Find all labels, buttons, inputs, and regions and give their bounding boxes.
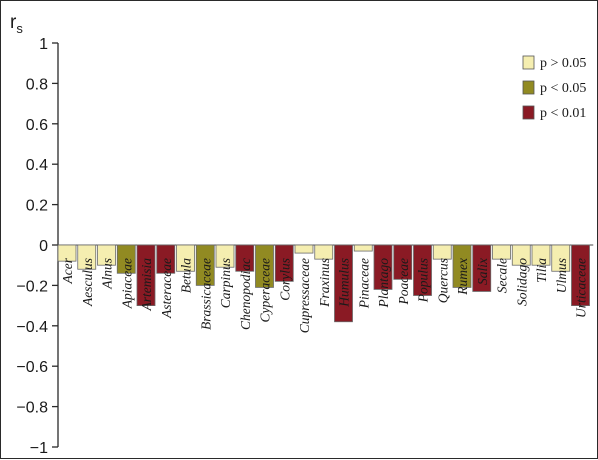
y-tick-label: 0.2 [26, 198, 48, 215]
y-tick-label: −0.4 [16, 319, 48, 336]
category-label: Corylus [277, 258, 292, 301]
y-tick-label: 0.8 [26, 76, 48, 93]
legend-swatch-p05 [522, 80, 535, 95]
y-tick-label: 0.4 [26, 157, 48, 174]
category-label: Solidago [514, 258, 529, 306]
bar-apiaceae [116, 244, 136, 274]
category-label: Populus [416, 258, 431, 303]
bar-humulus [334, 244, 353, 323]
category-label: Artemisia [139, 258, 154, 312]
y-tick-label: 1 [39, 36, 48, 53]
legend-swatch-p01 [522, 105, 535, 120]
legend-label: p < 0.01 [540, 106, 586, 121]
bar-ulmus [551, 244, 571, 272]
category-label: Chenopodiac [238, 258, 253, 330]
category-label: Fraxinus [317, 258, 332, 308]
bar-layer [57, 244, 590, 323]
legend: p > 0.05 p < 0.05 p < 0.01 [522, 55, 586, 121]
bar-asteraceae [156, 244, 176, 274]
category-label: Secale [495, 258, 510, 293]
category-label: Urticaceae [574, 258, 589, 318]
category-label: Salix [475, 258, 490, 285]
bar-rumex [452, 244, 472, 288]
bar-solidago [511, 244, 531, 266]
bar-salix [472, 244, 492, 292]
legend-label: p > 0.05 [540, 56, 586, 71]
bar-poaceae [393, 244, 413, 280]
category-label: Acer [60, 257, 75, 284]
bar-urticaceae [571, 244, 590, 306]
bar-plantago [373, 244, 393, 290]
bar-secale [492, 244, 511, 260]
bar-cyperaceae [255, 244, 274, 288]
bar-pinaceae [353, 244, 373, 252]
category-label: Plantago [376, 258, 391, 309]
bar-populus [413, 244, 432, 296]
bar-corylus [274, 244, 294, 282]
category-label-layer: Acer Aesculus Alnus Apiaceae Artemisia Astera… [60, 257, 589, 333]
category-label: Cyperaceae [258, 258, 273, 322]
category-label: Cupressaceae [297, 258, 312, 333]
bar-fraxinus [314, 244, 334, 260]
legend-label: p < 0.05 [540, 81, 586, 96]
y-tick-label: −0.2 [16, 278, 48, 295]
category-label: Brassicaceae [198, 258, 213, 330]
category-label: Poaceae [396, 258, 411, 305]
bar-artemisia [136, 244, 156, 306]
category-label: Carpinus [218, 258, 233, 308]
category-label: Rumex [455, 258, 470, 296]
category-label: Ulmus [554, 258, 569, 293]
category-label: Humulus [337, 258, 352, 308]
y-tick-label: −1 [30, 440, 48, 457]
y-tick-label: −0.8 [16, 400, 48, 417]
bar-brassicaceae [195, 244, 215, 286]
category-label: Quercus [435, 258, 450, 303]
bar-acer [57, 244, 77, 262]
category-label: Betula [179, 258, 194, 293]
bar-chenopodiac [235, 244, 255, 272]
bar-alnus [97, 244, 116, 266]
bar-cupressaceae [294, 244, 314, 254]
bar-carpinus [215, 244, 235, 268]
y-axis-label: rs [10, 12, 23, 36]
y-tick-label: −0.6 [16, 359, 48, 376]
y-tick-label: 0 [39, 238, 48, 255]
legend-swatch-ns [522, 55, 535, 70]
category-label: Asteraceae [159, 258, 174, 319]
axis-layer: 1 0.8 0.6 0.4 0.2 0 −0.2 −0.4 −0.6 −0.8 −1 rs [10, 12, 594, 457]
bar-tilia [531, 244, 551, 266]
bar-betula [176, 244, 195, 272]
bar-aesculus [77, 244, 97, 270]
y-tick-label: 0.6 [26, 117, 48, 134]
category-label: Alnus [100, 258, 115, 290]
category-label: Apiaceae [119, 258, 134, 309]
category-label: Aesculus [80, 258, 95, 307]
category-label: Tilia [534, 258, 549, 283]
bar-quercus [432, 244, 452, 260]
category-label: Pinaceae [356, 258, 371, 309]
